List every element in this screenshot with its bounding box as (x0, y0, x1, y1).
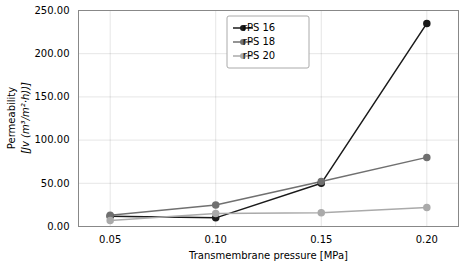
svg-text:Transmembrane pressure [MPa]: Transmembrane pressure [MPa] (188, 250, 348, 261)
svg-text:0.00: 0.00 (47, 221, 69, 232)
svg-text:Permeability: Permeability (6, 87, 17, 149)
svg-text:250.00: 250.00 (35, 5, 70, 16)
svg-text:0.20: 0.20 (416, 234, 438, 245)
svg-text:50.00: 50.00 (41, 178, 70, 189)
svg-text:200.00: 200.00 (35, 48, 70, 59)
svg-text:rPS 20: rPS 20 (243, 50, 275, 61)
svg-text:150.00: 150.00 (35, 91, 70, 102)
svg-text:0.15: 0.15 (310, 234, 332, 245)
svg-text:0.05: 0.05 (99, 234, 121, 245)
svg-text:rPS 18: rPS 18 (243, 36, 275, 47)
svg-text:100.00: 100.00 (35, 134, 70, 145)
svg-text:0.10: 0.10 (205, 234, 227, 245)
svg-text:rPS 16: rPS 16 (243, 22, 275, 33)
svg-text:[Jv (m³/m²·h))]: [Jv (m³/m²·h))] (20, 82, 31, 154)
